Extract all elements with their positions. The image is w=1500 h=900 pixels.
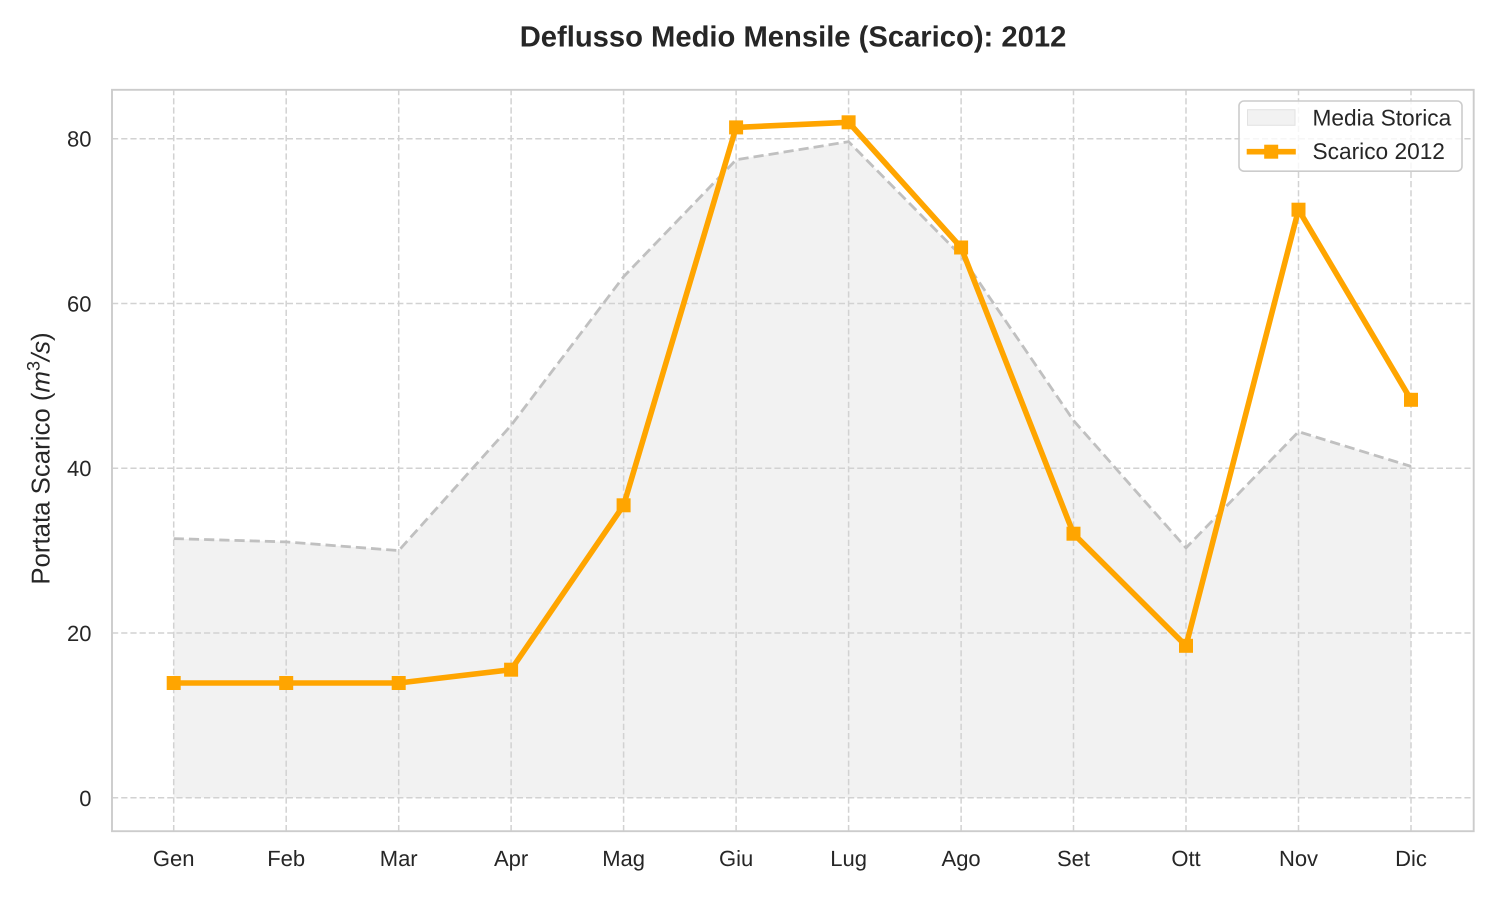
svg-text:Media Storica: Media Storica [1313,105,1452,131]
svg-text:Dic: Dic [1395,846,1427,871]
svg-text:Lug: Lug [830,846,867,871]
svg-text:Ott: Ott [1171,846,1200,871]
svg-text:20: 20 [67,621,91,646]
svg-text:Nov: Nov [1279,846,1318,871]
svg-text:Mar: Mar [380,846,418,871]
svg-text:Set: Set [1057,846,1090,871]
svg-text:Portata Scarico (m3/s): Portata Scarico (m3/s) [23,332,55,584]
svg-text:Feb: Feb [267,846,305,871]
svg-text:80: 80 [67,127,91,152]
svg-text:Apr: Apr [494,846,528,871]
svg-text:Ago: Ago [942,846,981,871]
svg-text:Scarico 2012: Scarico 2012 [1313,138,1445,164]
svg-text:0: 0 [79,786,91,811]
svg-text:60: 60 [67,292,91,317]
svg-text:Gen: Gen [153,846,195,871]
svg-text:40: 40 [67,456,91,481]
svg-text:Deflusso Medio Mensile (Scaric: Deflusso Medio Mensile (Scarico): 2012 [520,22,1067,54]
svg-text:Mag: Mag [602,846,645,871]
svg-text:Giu: Giu [719,846,753,871]
